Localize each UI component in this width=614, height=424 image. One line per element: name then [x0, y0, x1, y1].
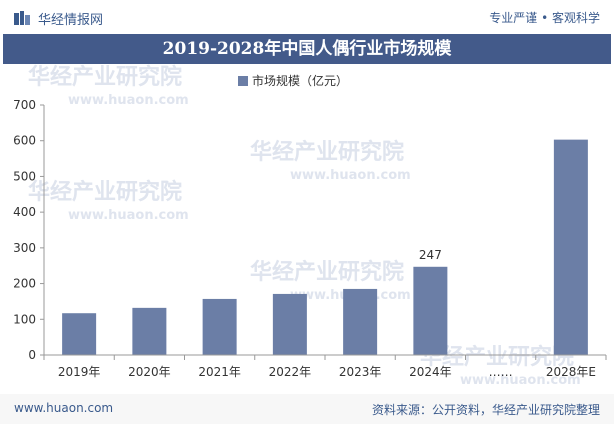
tagline-separator: •: [541, 11, 549, 25]
bar-2021年: [202, 298, 237, 355]
y-tick-label: 300: [13, 241, 36, 255]
bar-chart: 华经产业研究院 www.huaon.com 华经产业研究院 www.huaon.com…: [13, 64, 607, 388]
y-tick-label: 600: [13, 134, 36, 148]
bar-2028年E: [553, 139, 588, 355]
y-tick-label: 500: [13, 169, 36, 183]
title-bar: 2019-2028年中国人偶行业市场规模: [3, 34, 611, 64]
x-tick-label: 2024年: [409, 365, 452, 379]
logo-text[interactable]: 华经情报网: [38, 13, 104, 28]
x-tick-label: 2023年: [339, 365, 382, 379]
legend-label: 市场规模（亿元）: [252, 73, 348, 88]
y-tick-label: 100: [13, 312, 36, 326]
watermark-text: 华经产业研究院: [250, 139, 404, 165]
watermark-url: www.huaon.com: [460, 373, 581, 388]
y-tick-label: 400: [13, 205, 36, 219]
watermark-url: www.huaon.com: [68, 208, 189, 223]
bar-2020年: [132, 307, 167, 355]
y-axis: 0 100 200 300 400 500 600 700: [13, 98, 45, 362]
logo-icon: [14, 11, 30, 25]
footer: www.huaon.com 资料来源：公开资料，华经产业研究院整理: [0, 394, 614, 424]
watermark-url: www.huaon.com: [290, 168, 411, 183]
watermark-text: 华经产业研究院: [28, 64, 182, 90]
watermark-text: 华经产业研究院: [250, 259, 404, 285]
top-bar: 华经情报网 专业严谨 • 客观科学: [0, 0, 614, 34]
x-tick-label: 2022年: [269, 365, 312, 379]
tagline: 专业严谨 • 客观科学: [489, 9, 600, 26]
x-tick-label: 2021年: [198, 365, 241, 379]
watermark-layer: 华经产业研究院 www.huaon.com 华经产业研究院 www.huaon.com…: [28, 64, 581, 388]
watermark-text: 华经产业研究院: [28, 179, 182, 205]
bar-2024年: [413, 266, 448, 355]
tagline-right: 客观科学: [551, 11, 600, 25]
y-tick-label: 0: [28, 348, 36, 362]
data-label: 247: [419, 248, 442, 262]
y-tick-label: 200: [13, 277, 36, 291]
legend: 市场规模（亿元）: [238, 73, 348, 88]
tagline-left: 专业严谨: [489, 11, 538, 25]
watermark-url: www.huaon.com: [68, 93, 189, 108]
legend-swatch: [238, 76, 248, 86]
x-axis: 2019年 2020年 2021年 2022年 2023年 2024年 …… 2028年E: [43, 354, 607, 379]
x-tick-label: 2028年E: [546, 365, 596, 379]
x-tick-label: ……: [489, 365, 513, 379]
chart-title: 2019-2028年中国人偶行业市场规模: [162, 39, 452, 59]
bar-2019年: [62, 313, 97, 355]
x-tick-label: 2020年: [128, 365, 171, 379]
footer-source: 资料来源：公开资料，华经产业研究院整理: [371, 403, 600, 417]
footer-url[interactable]: www.huaon.com: [14, 401, 114, 415]
bars: 247: [62, 139, 588, 355]
bar-2023年: [343, 288, 378, 355]
bar-2022年: [272, 293, 307, 355]
x-tick-label: 2019年: [58, 365, 101, 379]
y-tick-label: 700: [13, 98, 36, 112]
